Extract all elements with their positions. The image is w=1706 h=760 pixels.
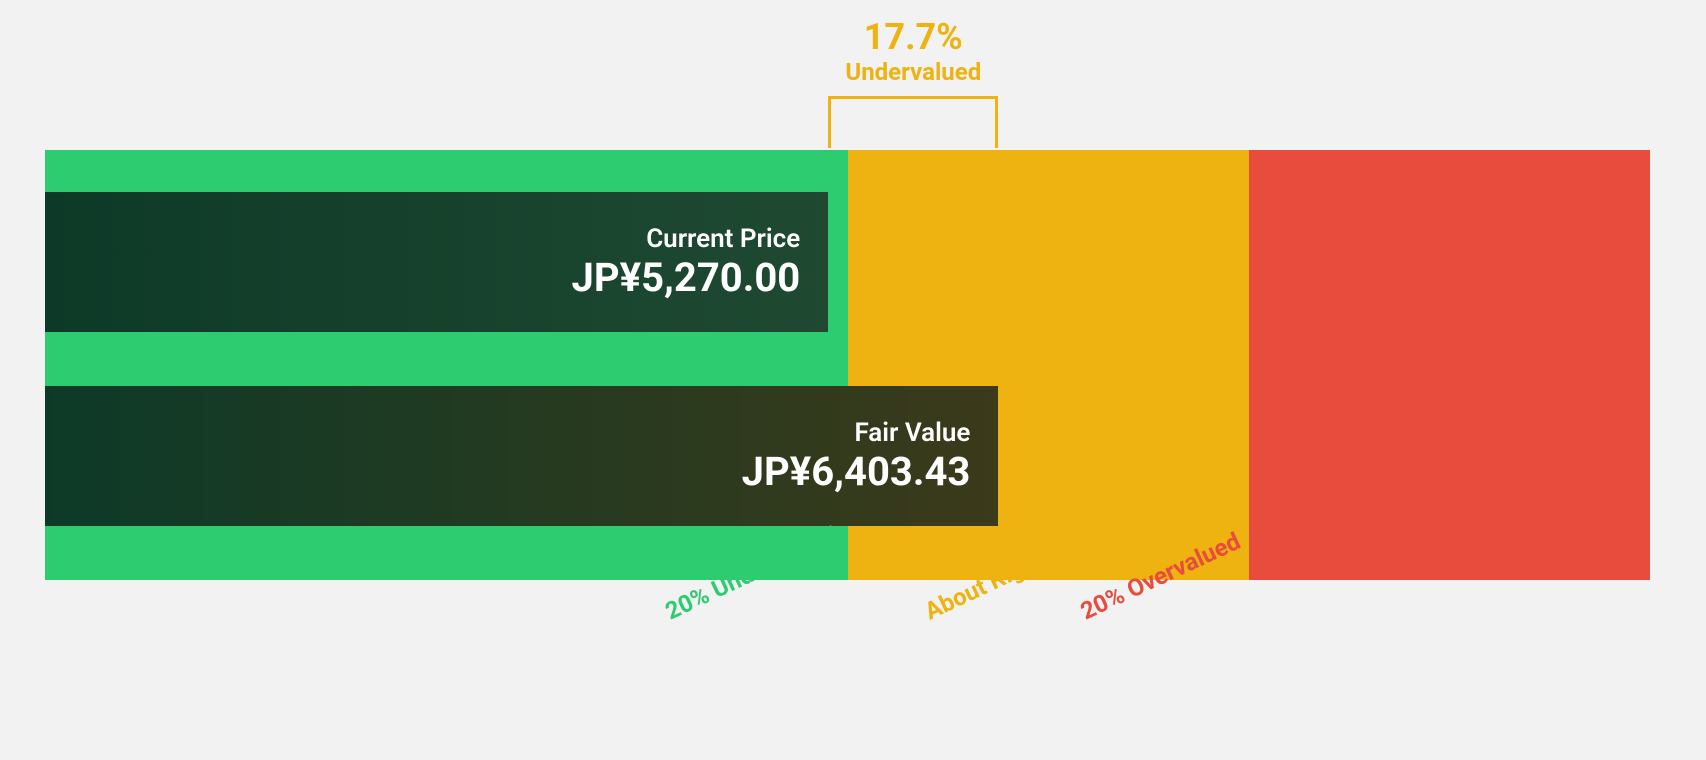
callout-bracket — [828, 96, 998, 148]
bar-fair_value-value: JP¥6,403.43 — [742, 448, 971, 495]
zone-overvalued — [1249, 150, 1650, 580]
callout-subtitle: Undervalued — [845, 58, 981, 86]
bar-fair_value-label: Fair Value — [854, 418, 970, 448]
bar-fair_value: Fair ValueJP¥6,403.43 — [45, 386, 998, 526]
bar-current_price: Current PriceJP¥5,270.00 — [45, 192, 828, 332]
valuation-callout: 17.7%Undervalued — [845, 16, 981, 86]
bar-current_price-value: JP¥5,270.00 — [572, 254, 801, 301]
callout-percent: 17.7% — [845, 16, 981, 58]
bar-current_price-label: Current Price — [646, 224, 800, 254]
valuation-chart: Current PriceJP¥5,270.00 Fair ValueJP¥6,4… — [45, 150, 1650, 580]
